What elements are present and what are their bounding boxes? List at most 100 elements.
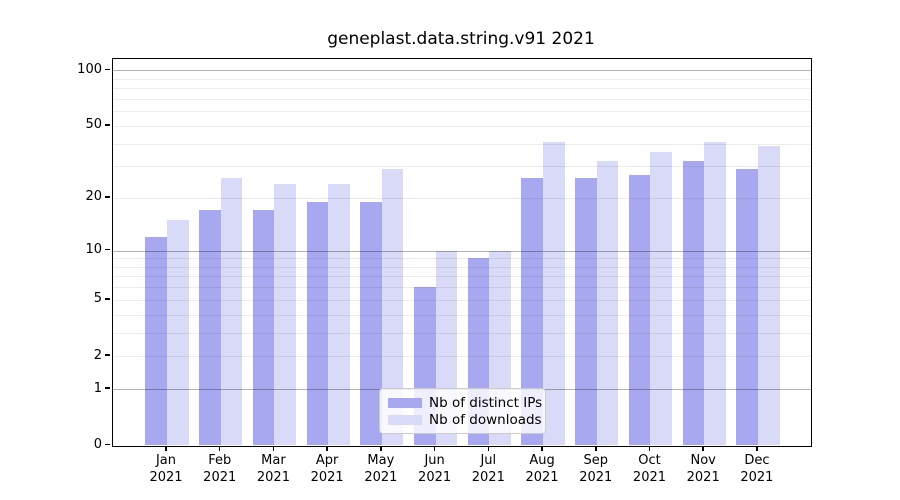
- gridline-minor: [113, 111, 811, 113]
- bar-distinct-ips: [682, 161, 705, 446]
- x-tick-year: 2021: [579, 469, 613, 485]
- y-tick-label: 1: [93, 380, 102, 396]
- x-tick-month: Mar: [261, 453, 286, 468]
- y-tick-label: 5: [93, 291, 102, 307]
- x-tick-year: 2021: [525, 469, 559, 485]
- x-tick-label: Jan 2021: [134, 453, 198, 486]
- plot-area: [112, 58, 812, 447]
- x-tick-month: Dec: [744, 453, 770, 468]
- gridline-minor: [113, 98, 811, 100]
- bar-distinct-ips: [145, 236, 167, 446]
- x-tick-label: Aug 2021: [510, 453, 574, 486]
- gridline-minor: [113, 166, 811, 168]
- gridline-minor: [113, 332, 811, 334]
- bar-distinct-ips: [736, 168, 758, 446]
- x-tick: [272, 446, 275, 451]
- bar-distinct-ips: [306, 201, 329, 446]
- bar-downloads: [274, 183, 297, 446]
- gridline-minor: [113, 314, 811, 316]
- gridline-minor: [113, 299, 811, 301]
- x-tick-year: 2021: [632, 469, 667, 485]
- x-tick-month: May: [367, 453, 395, 468]
- gridline-major: [113, 70, 811, 72]
- x-tick-label: Jun 2021: [403, 453, 467, 486]
- x-tick-year: 2021: [740, 469, 774, 485]
- x-tick-label: Dec 2021: [725, 453, 789, 486]
- x-tick-month: Feb: [208, 453, 232, 468]
- y-tick: [105, 298, 110, 300]
- bar-downloads: [328, 183, 350, 446]
- legend-label-distinct-ips: Nb of distinct IPs: [429, 394, 543, 411]
- bar-distinct-ips: [360, 201, 382, 446]
- gridline-major: [113, 250, 811, 252]
- gridline-minor: [113, 125, 811, 127]
- x-tick-year: 2021: [686, 469, 720, 485]
- x-tick-month: Apr: [315, 453, 339, 468]
- y-tick-label: 0: [93, 437, 102, 452]
- x-tick-label: Nov 2021: [671, 453, 735, 486]
- x-tick-label: Sep 2021: [564, 453, 628, 486]
- y-tick: [105, 68, 110, 70]
- gridline-minor: [113, 276, 811, 278]
- x-tick-label: Oct 2021: [617, 453, 681, 486]
- legend: Nb of distinct IPs Nb of downloads: [379, 388, 546, 434]
- x-tick-year: 2021: [256, 469, 290, 485]
- bar-downloads: [650, 151, 673, 446]
- x-tick-month: Jun: [424, 453, 445, 468]
- bar-downloads: [757, 145, 780, 446]
- x-tick: [326, 446, 328, 451]
- gridline-minor: [113, 88, 811, 90]
- y-tick-label: 50: [85, 117, 102, 133]
- x-tick-month: Aug: [529, 453, 555, 468]
- x-tick-month: Nov: [690, 453, 716, 468]
- x-tick: [380, 446, 382, 451]
- x-tick-year: 2021: [471, 469, 505, 485]
- x-tick-year: 2021: [418, 469, 452, 485]
- y-tick: [105, 124, 110, 126]
- x-tick: [756, 446, 758, 451]
- x-tick-label: May 2021: [349, 453, 413, 486]
- bar-downloads: [381, 168, 404, 446]
- gridline-minor: [113, 356, 811, 358]
- y-tick-label: 10: [85, 242, 102, 258]
- x-tick: [165, 446, 167, 451]
- x-tick-year: 2021: [364, 469, 398, 485]
- legend-label-downloads: Nb of downloads: [429, 412, 542, 429]
- y-tick: [105, 443, 110, 446]
- x-tick: [541, 446, 543, 451]
- gridline-minor: [113, 78, 811, 80]
- y-tick: [105, 196, 110, 198]
- y-tick: [105, 387, 110, 389]
- x-tick-label: Mar 2021: [241, 453, 305, 486]
- bar-downloads: [167, 220, 189, 446]
- bar-downloads: [596, 161, 619, 446]
- bar-distinct-ips: [521, 177, 544, 446]
- x-tick-month: Jul: [480, 453, 497, 468]
- bar-distinct-ips: [199, 210, 221, 446]
- bar-distinct-ips: [575, 177, 597, 446]
- legend-swatch-downloads: [388, 415, 422, 426]
- bar-downloads: [543, 141, 565, 446]
- x-tick-month: Jan: [155, 453, 177, 468]
- x-tick: [648, 446, 651, 451]
- bar-downloads: [220, 177, 243, 446]
- x-tick-month: Oct: [638, 453, 661, 468]
- gridline-minor: [113, 197, 811, 199]
- x-tick-year: 2021: [310, 469, 344, 485]
- x-tick: [218, 446, 221, 451]
- gridline-minor: [113, 143, 811, 145]
- y-tick: [105, 354, 110, 356]
- bar-distinct-ips: [628, 174, 651, 446]
- x-tick-year: 2021: [149, 469, 183, 485]
- legend-swatch-distinct-ips: [388, 397, 422, 408]
- bar-downloads: [704, 141, 726, 446]
- chart-title: geneplast.data.string.v91 2021: [327, 29, 595, 49]
- x-tick-label: Apr 2021: [295, 453, 359, 486]
- gridline-minor: [113, 258, 811, 260]
- x-tick-label: Feb 2021: [188, 453, 252, 486]
- bar-distinct-ips: [252, 210, 275, 446]
- gridline-minor: [113, 266, 811, 268]
- legend-item-downloads: Nb of downloads: [388, 412, 542, 430]
- x-tick: [487, 446, 490, 451]
